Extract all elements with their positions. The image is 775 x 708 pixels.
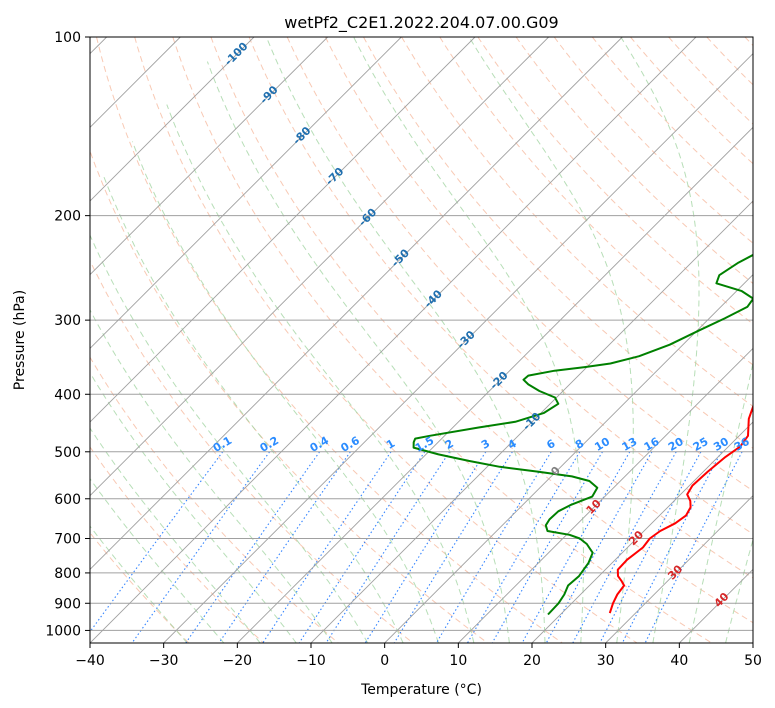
x-tick-label: 0 [380, 653, 389, 669]
dewpoint-profile-line [412, 253, 753, 616]
y-tick-label: 700 [54, 532, 81, 548]
x-tick-label: 40 [670, 653, 688, 669]
plot-area: -100-90-80-70-60-50-40-30-20-10010203040… [90, 37, 753, 643]
moist-adiabat [206, 61, 510, 643]
isotherm-line [531, 421, 753, 643]
mixing-ratio-line [90, 451, 224, 633]
mixing-ratio-line [262, 451, 392, 643]
isotherm-line [90, 37, 255, 202]
moist-adiabat [265, 37, 546, 643]
dry-adiabat [286, 37, 753, 535]
moist-adiabat [166, 104, 475, 643]
isotherm-line [90, 37, 697, 643]
y-axis-title: Pressure (hPa) [12, 290, 28, 390]
moist-adiabat [90, 371, 297, 643]
isotherm-line [605, 495, 753, 643]
mixing-ratio-line [644, 451, 743, 643]
y-tick-label: 300 [54, 313, 81, 329]
axis-ticks: −40 −30 −20 −10 0 10 20 30 40 50 100 200 300 400 500 60… [45, 30, 762, 669]
plot-frame [89, 36, 754, 644]
moist-adiabat [620, 37, 700, 643]
isotherm-line [163, 53, 753, 643]
y-tick-label: 200 [54, 209, 81, 225]
mixing-ratio-line [298, 451, 426, 643]
dry-adiabat [96, 37, 563, 643]
x-tick-label: −40 [75, 653, 105, 669]
x-tick-label: 30 [597, 653, 615, 669]
mixing-ratio-line [599, 451, 702, 643]
y-tick-label: 900 [54, 596, 81, 612]
dry-adiabat [90, 356, 339, 643]
moist-adiabat [725, 537, 753, 643]
dry-adiabat [591, 37, 753, 205]
isotherm-line [90, 37, 402, 349]
dry-adiabat [90, 446, 264, 643]
y-tick-label: 1000 [45, 623, 81, 639]
y-tick-label: 800 [54, 566, 81, 582]
isotherm-line [90, 37, 476, 423]
moist-adiabat [90, 477, 225, 643]
dry-adiabat [90, 532, 190, 643]
dry-adiabat [90, 259, 414, 643]
temperature-profile-line [608, 403, 753, 614]
y-tick-label: 100 [54, 30, 81, 46]
dry-adiabat [172, 37, 712, 643]
isotherm-line [90, 37, 328, 276]
isotherm-line [384, 274, 753, 643]
dry-adiabat [401, 37, 753, 407]
moist-adiabat [688, 360, 753, 643]
x-tick-label: −10 [296, 653, 326, 669]
mixing-ratio-line [218, 451, 351, 643]
y-tick-label: 600 [54, 492, 81, 508]
moist-adiabat [90, 308, 333, 643]
moist-adiabat [353, 37, 584, 643]
x-tick-label: 50 [744, 653, 762, 669]
x-tick-label: −20 [223, 653, 253, 669]
x-tick-label: 10 [449, 653, 467, 669]
x-tick-label: −30 [149, 653, 179, 669]
mixing-ratio-line [621, 451, 722, 643]
mixing-ratio-line [185, 451, 321, 643]
y-tick-label: 400 [54, 387, 81, 403]
mixing-ratio-line [521, 451, 631, 643]
isotherm-line [90, 37, 623, 570]
isotherm-line [310, 200, 753, 643]
isotherm-line [458, 347, 753, 643]
x-tick-label: 20 [523, 653, 541, 669]
dry-adiabat [324, 37, 753, 492]
chart-title: wetPf2_C2E1.2022.204.07.00.G09 [284, 13, 558, 33]
dry-adiabat [134, 37, 638, 643]
dry-adiabat [248, 37, 753, 579]
y-tick-label: 500 [54, 445, 81, 461]
moist-adiabat [102, 173, 404, 643]
dry-adiabat [210, 37, 753, 624]
moist-adiabat [90, 427, 261, 643]
isotherm-line [90, 37, 549, 497]
isotherm-line [237, 126, 753, 643]
mixing-ratio-line [572, 451, 677, 643]
mixing-ratio-line [435, 451, 552, 643]
mixing-ratio-line [545, 451, 653, 643]
dry-adiabat [439, 37, 753, 366]
dry-adiabat [553, 37, 753, 244]
moist-adiabat [90, 233, 369, 643]
x-axis-title: Temperature (°C) [360, 682, 482, 698]
